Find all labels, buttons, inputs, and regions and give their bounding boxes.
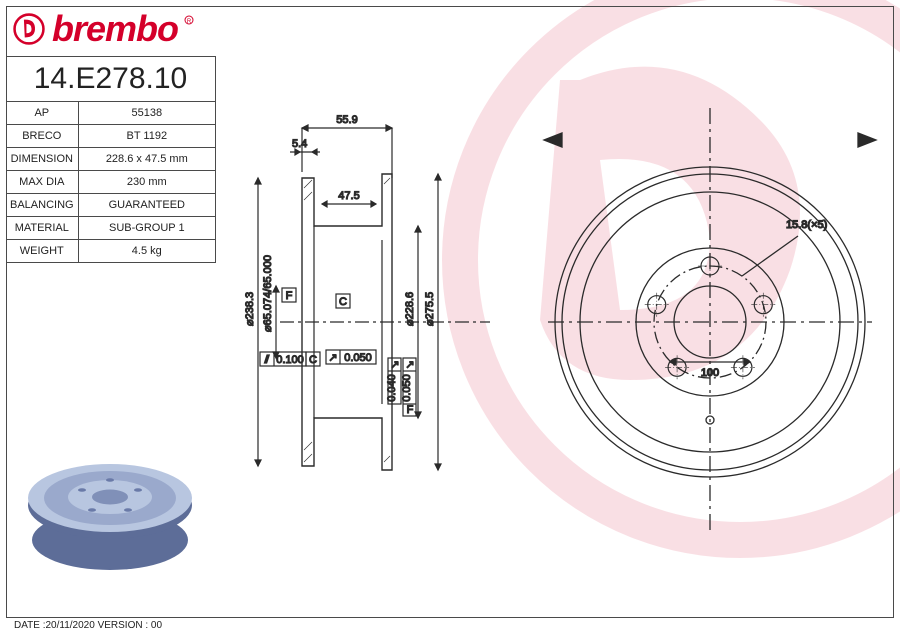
footer-text: DATE :20/11/2020 VERSION : 00 <box>14 620 162 631</box>
svg-text:0.050: 0.050 <box>401 374 413 402</box>
tol-flat: 0.100 <box>276 354 304 366</box>
svg-text:⫽: ⫽ <box>264 354 270 366</box>
spec-label: WEIGHT <box>6 240 78 263</box>
dim-width: 55.9 <box>336 114 357 126</box>
spec-row: MATERIALSUB-GROUP 1 <box>6 217 216 240</box>
registered-icon: R <box>184 15 194 25</box>
dim-outer-d: ⌀238.3 <box>244 292 256 326</box>
svg-text:↗: ↗ <box>390 359 399 371</box>
spec-value: 4.5 kg <box>78 240 215 263</box>
isometric-view <box>20 420 200 590</box>
spec-label: BRECO <box>6 125 78 148</box>
datum-f: F <box>286 290 293 302</box>
spec-value: 230 mm <box>78 171 215 194</box>
spec-label: AP <box>6 102 78 125</box>
spec-label: BALANCING <box>6 194 78 217</box>
spec-label: MATERIAL <box>6 217 78 240</box>
dim-pcd: 100 <box>701 367 719 379</box>
spec-row: AP55138 <box>6 102 216 125</box>
brand-text: brembo <box>52 8 178 50</box>
spec-value: SUB-GROUP 1 <box>78 217 215 240</box>
spec-row: WEIGHT4.5 kg <box>6 240 216 263</box>
spec-label: MAX DIA <box>6 171 78 194</box>
part-number: 14.E278.10 <box>6 56 216 102</box>
spec-row: BRECOBT 1192 <box>6 125 216 148</box>
spec-label: DIMENSION <box>6 148 78 171</box>
tol-runout: 0.050 <box>344 352 372 364</box>
dim-id: ⌀228.6 <box>404 292 416 326</box>
dim-inner-h: 47.5 <box>338 190 359 202</box>
svg-text:C: C <box>309 354 317 366</box>
svg-text:↗: ↗ <box>405 359 414 371</box>
spec-row: BALANCINGGUARANTEED <box>6 194 216 217</box>
svg-text:R: R <box>187 19 192 25</box>
spec-value: 228.6 x 47.5 mm <box>78 148 215 171</box>
spec-value: BT 1192 <box>78 125 215 148</box>
dim-bolt: 15.8(×5) <box>786 219 827 231</box>
spec-value: 55138 <box>78 102 215 125</box>
side-section-view: 55.9 5.4 47.5 ⌀238.3 ⌀65.074/65.0 <box>240 100 500 540</box>
dim-lip: 5.4 <box>292 138 307 150</box>
dim-bore: ⌀65.074/65.000 <box>262 255 274 332</box>
brand-logo: brembo R <box>12 8 194 50</box>
datum-c: C <box>339 296 347 308</box>
svg-text:F: F <box>407 404 414 416</box>
front-view: 15.8(×5) 100 <box>540 100 880 540</box>
spec-row: DIMENSION228.6 x 47.5 mm <box>6 148 216 171</box>
spec-value: GUARANTEED <box>78 194 215 217</box>
spec-table: AP55138BRECOBT 1192DIMENSION228.6 x 47.5… <box>6 102 216 263</box>
dim-od: ⌀275.5 <box>424 292 436 326</box>
svg-text:↗: ↗ <box>328 352 337 364</box>
svg-text:0.040: 0.040 <box>386 374 398 402</box>
spec-row: MAX DIA230 mm <box>6 171 216 194</box>
brembo-icon <box>12 12 46 46</box>
